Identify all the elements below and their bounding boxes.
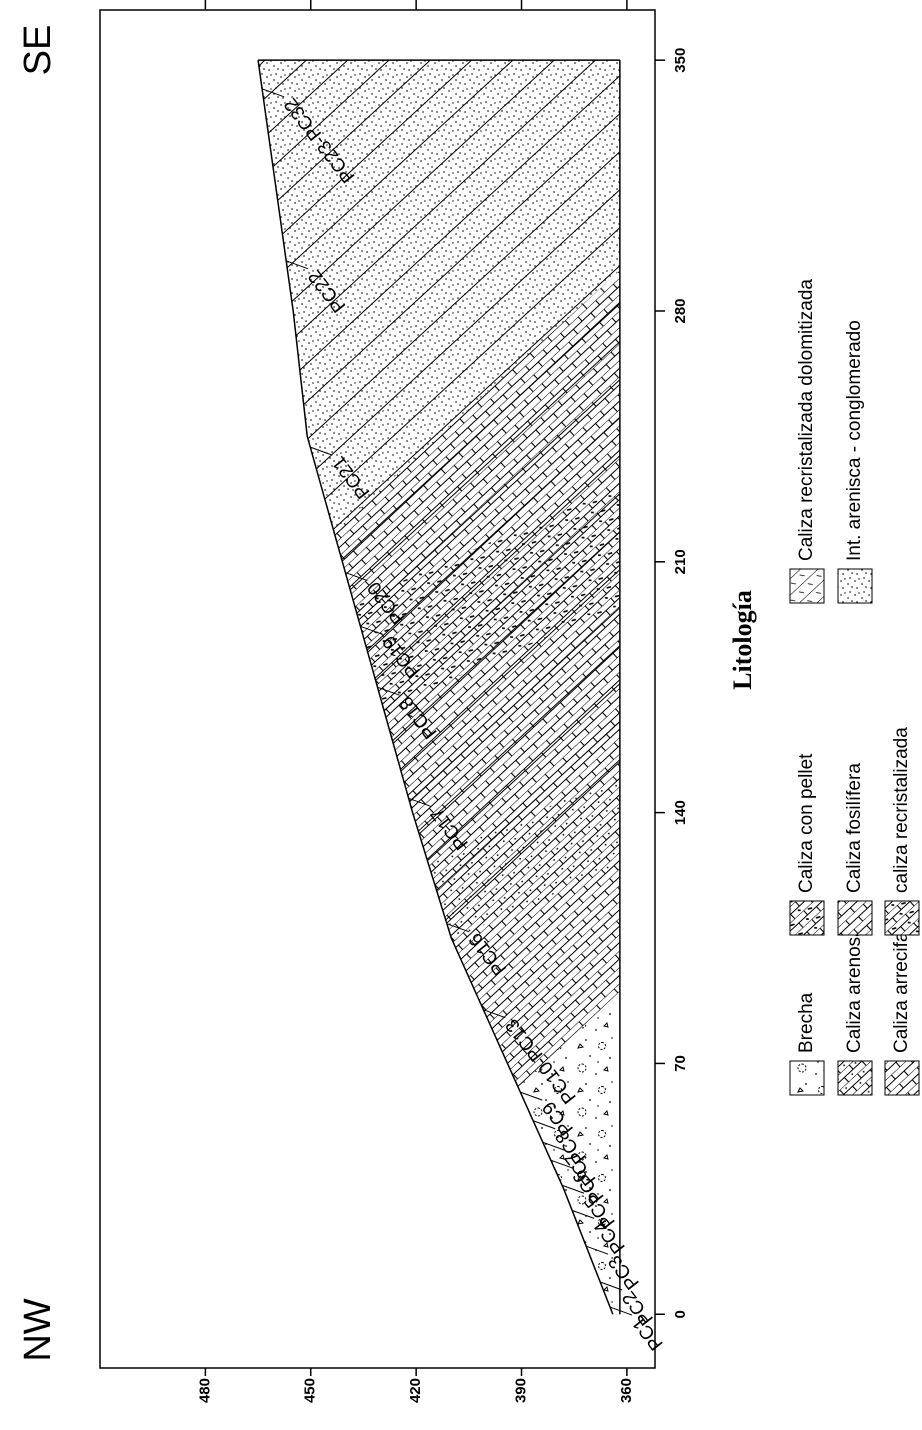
station-leader	[600, 1281, 623, 1291]
direction-label: SE	[17, 25, 59, 76]
legend-label: caliza recristalizada	[891, 727, 912, 893]
legend-label: Caliza recristalizada dolomitizada	[796, 279, 817, 561]
station-leader	[520, 1091, 543, 1101]
legend-swatch	[789, 568, 825, 604]
y-tick-label: 450	[302, 1378, 319, 1403]
x-tick-label: 0	[672, 1310, 689, 1318]
bedding-line	[258, 143, 620, 531]
bedding-line	[250, 0, 670, 36]
legend-swatch	[789, 900, 825, 936]
station-leader	[609, 1306, 633, 1316]
station-leader	[261, 88, 285, 98]
bedding-line	[258, 60, 620, 265]
legend-label: Caliza con pellet	[796, 753, 817, 893]
bedding-line	[258, 60, 620, 189]
station-leader	[532, 1120, 556, 1130]
y-tick-label: 360	[618, 1378, 635, 1403]
station-leader	[483, 1009, 506, 1019]
bedding-line	[258, 60, 620, 341]
bedding-line	[258, 67, 620, 455]
station-leader	[310, 446, 333, 456]
x-tick-label: 350	[672, 48, 689, 73]
legend-label: Caliza arrecifal	[891, 927, 912, 1053]
x-tick-label: 70	[672, 1055, 689, 1072]
bedding-line	[258, 60, 620, 303]
x-tick-label: 210	[672, 549, 689, 574]
station-leader	[377, 686, 400, 696]
legend-label: Int. arenisca - conglomerado	[844, 320, 865, 561]
y-tick-label: 420	[407, 1378, 424, 1403]
station-leader	[286, 260, 309, 270]
y-tick-label: 390	[512, 1378, 529, 1403]
legend-label: Brecha	[796, 992, 817, 1053]
zone-sandstone	[258, 60, 620, 655]
station-leader	[571, 1209, 595, 1219]
station-leader	[408, 797, 431, 807]
bedding-line	[258, 60, 620, 379]
plot-frame	[99, 9, 656, 1369]
x-tick-label: 140	[672, 800, 689, 825]
bedding-line	[258, 105, 620, 493]
x-tick-label: 280	[672, 298, 689, 323]
rotated-figure: NW SE Litología 0 70 140 210 280 350 360 390 420…	[17, 0, 920, 1403]
station-leader	[585, 1245, 609, 1255]
legend-swatch	[837, 1060, 873, 1096]
station-leader	[446, 923, 470, 933]
station-leader	[345, 572, 368, 582]
station-leader	[561, 1184, 585, 1194]
legend-title: Litología	[728, 590, 757, 690]
legend-swatch	[884, 900, 920, 936]
bedding-line	[258, 60, 620, 227]
legend-label: Caliza fosilífera	[844, 763, 865, 893]
legend-swatch	[884, 1060, 920, 1096]
station-leader	[542, 1141, 565, 1151]
bedding-line	[258, 60, 620, 417]
legend-swatch	[837, 900, 873, 936]
station-leader	[550, 1159, 573, 1169]
direction-label: NW	[17, 1298, 59, 1361]
legend-swatch	[789, 1060, 825, 1096]
station-leader	[360, 625, 383, 635]
bedding-line	[258, 60, 620, 151]
y-tick-label: 480	[196, 1378, 213, 1403]
legend-swatch	[837, 568, 873, 604]
legend-label: Caliza arenosa	[844, 926, 865, 1053]
